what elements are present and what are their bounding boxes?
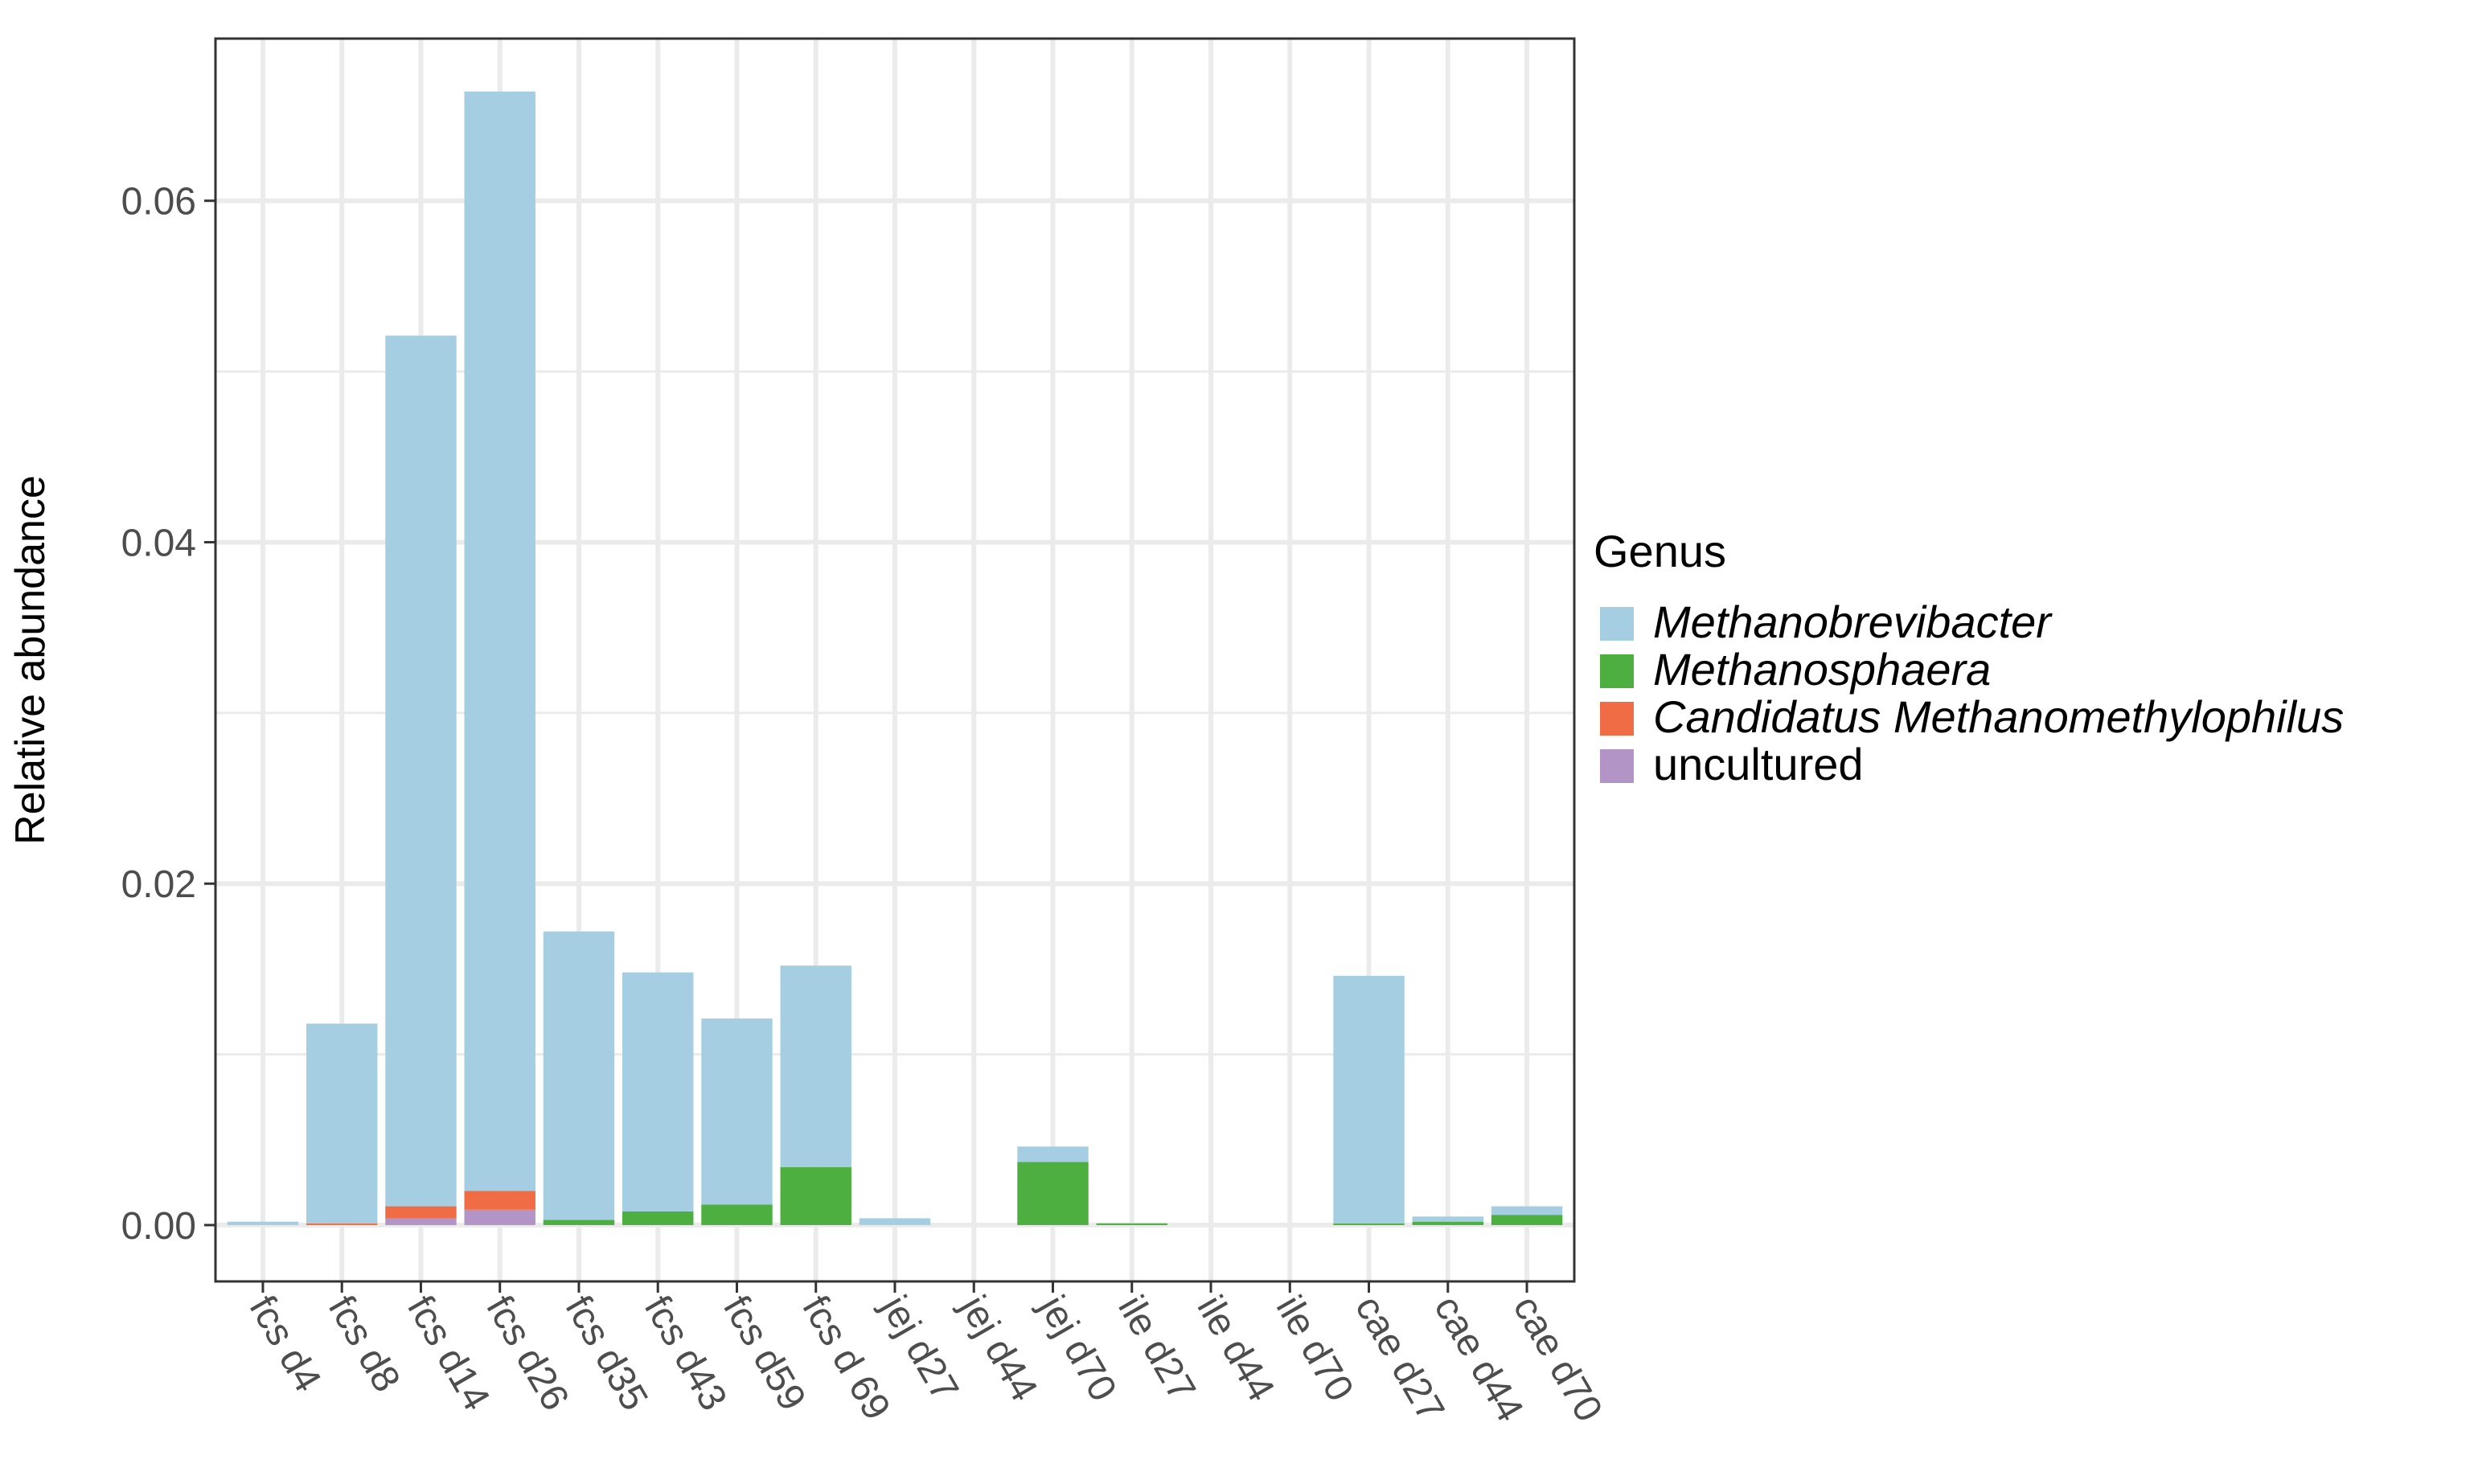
bar-methanobrevibacter — [227, 1221, 299, 1225]
bar-methanosphaera — [1491, 1215, 1563, 1225]
bar-methanobrevibacter — [701, 1018, 773, 1205]
bar-methanobrevibacter — [780, 965, 851, 1167]
bar-methanobrevibacter — [543, 931, 615, 1220]
legend-label-methanosphaera: Methanosphaera — [1653, 644, 1991, 695]
bar-methanosphaera — [543, 1220, 615, 1225]
bar-candidatus-methanomethylophilus — [306, 1223, 378, 1225]
y-tick-label: 0.02 — [121, 863, 196, 906]
bar-uncultured — [464, 1209, 535, 1225]
legend-key-candidatus-methanomethylophilus — [1600, 702, 1634, 736]
bar-methanobrevibacter — [385, 335, 457, 1207]
bar-methanosphaera — [1333, 1223, 1405, 1225]
legend-title: Genus — [1594, 526, 1726, 576]
y-axis-ticks: 0.00 0.02 0.04 0.06 — [121, 181, 215, 1248]
legend-label-uncultured: uncultured — [1653, 739, 1864, 789]
bar-methanobrevibacter — [306, 1023, 378, 1224]
bar-uncultured — [385, 1218, 457, 1225]
bar-methanosphaera — [1412, 1221, 1484, 1225]
bar-candidatus-methanomethylophilus — [385, 1206, 457, 1219]
legend-label-methanobrevibacter: Methanobrevibacter — [1653, 596, 2053, 647]
legend-key-methanobrevibacter — [1600, 607, 1634, 641]
bar-methanosphaera — [780, 1166, 851, 1225]
y-tick-label: 0.06 — [121, 181, 196, 223]
bar-methanobrevibacter — [622, 972, 694, 1211]
bar-methanobrevibacter — [1491, 1206, 1563, 1215]
y-axis-title: Relative abundance — [7, 475, 54, 845]
bar-series — [227, 91, 1563, 1225]
bar-candidatus-methanomethylophilus — [464, 1191, 535, 1210]
legend-key-uncultured — [1600, 749, 1634, 783]
bar-methanosphaera — [1017, 1162, 1089, 1225]
bar-methanobrevibacter — [1333, 975, 1405, 1224]
legend-key-methanosphaera — [1600, 654, 1634, 688]
legend-label-candidatus-methanomethylophilus: Candidatus Methanomethylophilus — [1653, 691, 2344, 742]
legend: Genus MethanobrevibacterMethanosphaeraCa… — [1594, 526, 2344, 789]
bar-methanosphaera — [701, 1204, 773, 1225]
y-tick-label: 0.00 — [121, 1205, 196, 1248]
bar-methanosphaera — [622, 1211, 694, 1225]
y-tick-label: 0.04 — [121, 522, 196, 564]
bar-methanobrevibacter — [859, 1218, 931, 1225]
bar-methanosphaera — [1096, 1223, 1167, 1225]
bar-methanobrevibacter — [1017, 1146, 1089, 1162]
bar-methanobrevibacter — [464, 91, 535, 1191]
bar-methanobrevibacter — [1412, 1216, 1484, 1222]
